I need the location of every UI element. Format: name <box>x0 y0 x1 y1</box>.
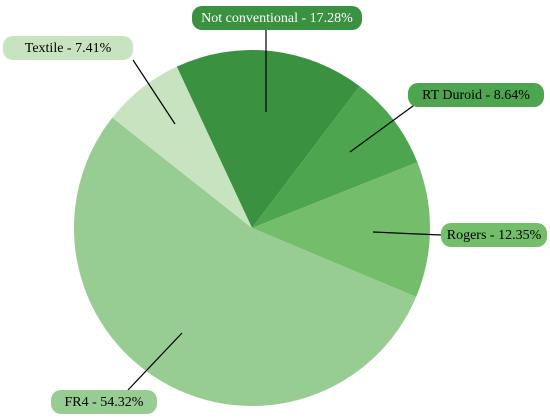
leader-line-fr4 <box>127 332 183 391</box>
label-box-textile <box>3 36 133 60</box>
label-text-fr4: FR4 - 54.32% <box>65 395 144 410</box>
leader-line-rogers <box>372 231 442 236</box>
pie-slice-textile <box>112 66 253 228</box>
pie-slices <box>74 50 430 406</box>
leader-line-textile <box>132 59 176 125</box>
label-box-rogers <box>441 223 547 247</box>
label-box-not-conventional <box>192 6 362 30</box>
label-text-not-conventional: Not conventional - 17.28% <box>201 11 353 26</box>
label-box-rt-duroid <box>408 83 544 107</box>
pie-slice-rt-duroid <box>252 86 418 229</box>
label-text-rt-duroid: RT Duroid - 8.64% <box>422 88 530 103</box>
pie-slice-fr4 <box>74 117 417 406</box>
label-box-fr4 <box>51 390 157 414</box>
label-text-textile: Textile - 7.41% <box>25 41 112 56</box>
slice-labels: Not conventional - 17.28% RT Duroid - 8.6… <box>3 6 547 414</box>
pie-slice-not-conventional <box>176 50 360 228</box>
pie-slice-rogers <box>252 162 430 297</box>
label-text-rogers: Rogers - 12.35% <box>447 228 542 243</box>
